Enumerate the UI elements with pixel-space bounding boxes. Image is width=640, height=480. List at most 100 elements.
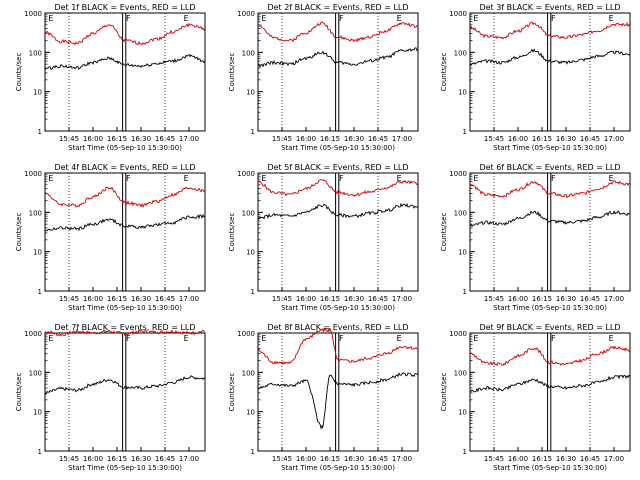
marker-label: E — [261, 14, 266, 23]
x-tick-label: 16:30 — [131, 295, 151, 303]
events-series-line — [469, 210, 630, 228]
events-series-line — [469, 374, 631, 393]
lld-series-line — [44, 186, 206, 208]
events-series-line — [257, 202, 419, 221]
x-tick-label: 16:45 — [368, 295, 388, 303]
y-tick-label: 1000 — [24, 10, 42, 18]
marker-label: E — [609, 174, 614, 183]
y-tick-label: 10 — [33, 249, 42, 257]
x-tick-label: 16:15 — [532, 295, 552, 303]
plot-frame — [469, 332, 631, 452]
marker-label: E — [184, 334, 189, 343]
y-tick-label: 1 — [38, 288, 42, 296]
x-tick-label: 16:45 — [580, 135, 600, 143]
panel-title: Det 1f BLACK = Events, RED = LLD — [54, 3, 195, 12]
x-tick-label: 16:30 — [556, 135, 576, 143]
y-tick-label: 1000 — [449, 170, 467, 178]
x-axis-label: Start Time (05-Sep-10 15:30:00) — [493, 144, 607, 152]
x-tick-label: 15:45 — [59, 135, 79, 143]
x-tick-label: 16:15 — [532, 455, 552, 463]
panel-title: Det 3f BLACK = Events, RED = LLD — [479, 3, 620, 12]
marker-label: F — [551, 174, 556, 183]
x-tick-label: 17:00 — [604, 295, 624, 303]
x-tick-label: 16:15 — [320, 455, 340, 463]
events-series-line — [44, 375, 206, 395]
plot-frame — [257, 172, 419, 292]
marker-label: F — [339, 174, 344, 183]
x-tick-label: 15:45 — [484, 455, 504, 463]
y-tick-label: 1000 — [449, 330, 467, 338]
y-tick-label: 100 — [29, 209, 42, 217]
x-tick-label: 16:45 — [368, 455, 388, 463]
y-axis-label: Counts/sec — [228, 373, 236, 412]
plot-frame — [44, 332, 206, 452]
y-axis-label: Counts/sec — [228, 53, 236, 92]
panel-title: Det 4f BLACK = Events, RED = LLD — [54, 163, 195, 172]
x-tick-label: 17:00 — [179, 455, 199, 463]
y-axis-label: Counts/sec — [15, 373, 23, 412]
x-tick-label: 16:30 — [344, 455, 364, 463]
x-tick-label: 17:00 — [604, 455, 624, 463]
x-tick-label: 16:15 — [320, 295, 340, 303]
y-axis-label: Counts/sec — [440, 373, 448, 412]
lld-series-line — [44, 328, 206, 337]
events-series-line — [44, 213, 206, 232]
panel-title: Det 7f BLACK = Events, RED = LLD — [54, 323, 195, 332]
y-axis-label: Counts/sec — [228, 213, 236, 252]
plot-frame — [469, 12, 631, 132]
x-axis-label: Start Time (05-Sep-10 15:30:00) — [281, 144, 395, 152]
y-tick-label: 10 — [458, 249, 467, 257]
y-tick-label: 10 — [33, 89, 42, 97]
y-tick-label: 1 — [38, 448, 42, 456]
marker-label: F — [551, 334, 556, 343]
x-tick-label: 16:00 — [296, 135, 316, 143]
x-tick-label: 16:30 — [344, 135, 364, 143]
y-tick-label: 100 — [29, 49, 42, 57]
x-axis-label: Start Time (05-Sep-10 15:30:00) — [68, 464, 182, 472]
y-tick-label: 100 — [454, 49, 467, 57]
y-axis-label: Counts/sec — [15, 53, 23, 92]
lld-series-line — [257, 179, 419, 197]
y-tick-label: 1000 — [449, 10, 467, 18]
y-tick-label: 1 — [463, 288, 467, 296]
x-tick-label: 17:00 — [392, 455, 412, 463]
x-tick-label: 17:00 — [179, 295, 199, 303]
x-tick-label: 16:15 — [107, 455, 127, 463]
x-tick-label: 15:45 — [59, 455, 79, 463]
events-series-line — [469, 48, 631, 67]
marker-label: E — [473, 14, 478, 23]
x-tick-label: 16:30 — [131, 135, 151, 143]
y-tick-label: 1 — [463, 128, 467, 136]
y-tick-label: 1000 — [237, 170, 255, 178]
x-tick-label: 16:00 — [83, 455, 103, 463]
x-tick-label: 15:45 — [272, 135, 292, 143]
y-tick-label: 10 — [246, 409, 255, 417]
x-tick-label: 16:15 — [107, 135, 127, 143]
y-tick-label: 1000 — [24, 170, 42, 178]
plot-frame — [257, 332, 419, 452]
y-tick-label: 10 — [33, 409, 42, 417]
marker-label: F — [126, 174, 131, 183]
x-tick-label: 17:00 — [604, 135, 624, 143]
marker-label: F — [551, 14, 556, 23]
x-axis-label: Start Time (05-Sep-10 15:30:00) — [68, 304, 182, 312]
y-tick-label: 100 — [29, 369, 42, 377]
marker-label: E — [261, 334, 266, 343]
y-axis-label: Counts/sec — [440, 213, 448, 252]
marker-label: F — [126, 334, 131, 343]
marker-label: E — [473, 334, 478, 343]
events-series-line — [257, 372, 419, 430]
x-tick-label: 15:45 — [484, 135, 504, 143]
y-tick-label: 1000 — [237, 330, 255, 338]
x-tick-label: 16:00 — [83, 135, 103, 143]
marker-label: E — [609, 14, 614, 23]
marker-label: E — [48, 334, 53, 343]
y-tick-label: 10 — [246, 249, 255, 257]
x-tick-label: 16:45 — [580, 455, 600, 463]
x-tick-label: 16:00 — [508, 455, 528, 463]
marker-label: F — [126, 14, 131, 23]
y-tick-label: 1 — [251, 448, 255, 456]
y-axis-label: Counts/sec — [15, 213, 23, 252]
